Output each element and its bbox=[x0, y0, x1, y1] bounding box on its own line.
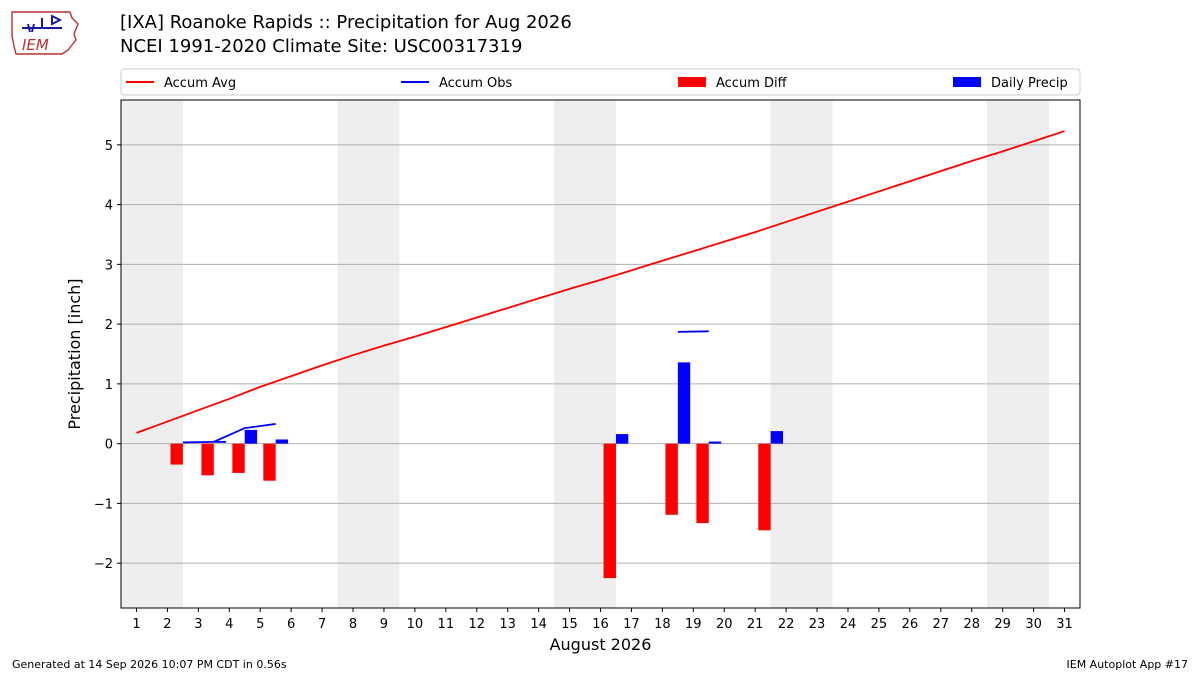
accum-diff-bar bbox=[201, 443, 214, 476]
x-tick-label: 29 bbox=[994, 617, 1011, 632]
daily-precip-bar bbox=[275, 439, 289, 444]
x-tick-label: 9 bbox=[380, 617, 388, 632]
iowa-outline-icon bbox=[11, 11, 79, 55]
x-tick-label: 20 bbox=[716, 617, 733, 632]
x-tick-label: 7 bbox=[318, 617, 326, 632]
x-tick-label: 31 bbox=[1056, 617, 1073, 632]
x-tick-label: 17 bbox=[623, 617, 640, 632]
x-tick-label: 24 bbox=[840, 617, 857, 632]
x-tick-label: 13 bbox=[499, 617, 516, 632]
accum-diff-bar bbox=[232, 443, 245, 473]
y-tick-label: −1 bbox=[94, 497, 113, 512]
accum-diff-bar bbox=[696, 443, 709, 524]
y-tick-label: −2 bbox=[94, 557, 113, 572]
weekend-shading bbox=[121, 100, 1050, 608]
axis-ticks: 1 2 3 4 5 6 7 8 9 10 11 12 13 14 15 16 17 18 19 20 21 22 23 24 2… bbox=[94, 139, 1073, 632]
x-tick-label: 19 bbox=[685, 617, 702, 632]
legend-box bbox=[120, 68, 1081, 96]
daily-precip-bar bbox=[677, 362, 691, 444]
legend-label: Accum Avg bbox=[164, 76, 236, 91]
legend-patch-swatch bbox=[678, 77, 706, 87]
y-tick-label: 1 bbox=[105, 378, 113, 393]
generated-timestamp: Generated at 14 Sep 2026 10:07 PM CDT in… bbox=[12, 658, 287, 671]
daily-precip-bar bbox=[770, 431, 784, 444]
x-tick-label: 11 bbox=[438, 617, 455, 632]
x-tick-label: 2 bbox=[163, 617, 171, 632]
x-axis-label: August 2026 bbox=[550, 635, 652, 654]
y-tick-label: 3 bbox=[105, 258, 113, 273]
x-tick-label: 28 bbox=[963, 617, 980, 632]
y-axis-label: Precipitation [inch] bbox=[65, 278, 84, 429]
x-tick-label: 6 bbox=[287, 617, 295, 632]
chart-title: [IXA] Roanoke Rapids :: Precipitation fo… bbox=[120, 12, 572, 33]
legend-label: Accum Diff bbox=[716, 76, 788, 91]
x-tick-label: 21 bbox=[747, 617, 764, 632]
x-tick-label: 18 bbox=[654, 617, 671, 632]
x-tick-label: 23 bbox=[809, 617, 826, 632]
y-tick-label: 4 bbox=[105, 199, 113, 214]
x-tick-label: 3 bbox=[194, 617, 202, 632]
x-tick-label: 10 bbox=[407, 617, 424, 632]
accum-diff-bar bbox=[263, 443, 276, 481]
lines bbox=[136, 130, 1065, 444]
x-tick-label: 25 bbox=[871, 617, 888, 632]
accum-diff-bar bbox=[603, 443, 616, 579]
y-tick-label: 2 bbox=[105, 318, 113, 333]
accum-diff-bar bbox=[170, 443, 183, 465]
x-tick-label: 8 bbox=[349, 617, 357, 632]
accum-diff-bar bbox=[758, 443, 771, 531]
weekend-band bbox=[987, 100, 1050, 608]
weekend-band bbox=[770, 100, 833, 608]
accum-obs-line bbox=[677, 330, 709, 333]
x-tick-label: 1 bbox=[132, 617, 140, 632]
accum-diff-bar bbox=[665, 443, 678, 515]
x-tick-label: 16 bbox=[592, 617, 609, 632]
x-tick-label: 15 bbox=[561, 617, 578, 632]
weather-station-icon bbox=[22, 14, 63, 33]
x-tick-label: 12 bbox=[468, 617, 485, 632]
weekend-band bbox=[121, 100, 183, 608]
x-tick-label: 14 bbox=[530, 617, 547, 632]
x-tick-label: 27 bbox=[933, 617, 950, 632]
weekend-band bbox=[337, 100, 400, 608]
daily-precip-bar bbox=[244, 429, 258, 444]
y-tick-label: 0 bbox=[105, 438, 113, 453]
legend-patch-swatch bbox=[953, 77, 981, 87]
chart-subtitle: NCEI 1991-2020 Climate Site: USC00317319 bbox=[120, 36, 523, 57]
accum-avg-line bbox=[136, 130, 1065, 434]
bars bbox=[170, 362, 784, 579]
legend-label: Daily Precip bbox=[991, 76, 1068, 91]
daily-precip-bar bbox=[615, 434, 629, 444]
logo-text: IEM bbox=[22, 36, 49, 54]
legend: Accum Avg Accum Obs Accum Diff Daily Precip bbox=[120, 68, 1081, 96]
y-tick-label: 5 bbox=[105, 139, 113, 154]
accum-obs-line bbox=[182, 423, 276, 444]
iem-logo: IEM bbox=[11, 11, 79, 55]
x-tick-label: 22 bbox=[778, 617, 795, 632]
app-id: IEM Autoplot App #17 bbox=[1066, 658, 1189, 671]
legend-label: Accum Obs bbox=[439, 76, 512, 91]
x-tick-label: 30 bbox=[1025, 617, 1042, 632]
x-tick-label: 26 bbox=[902, 617, 919, 632]
x-tick-label: 5 bbox=[256, 617, 264, 632]
x-tick-label: 4 bbox=[225, 617, 233, 632]
